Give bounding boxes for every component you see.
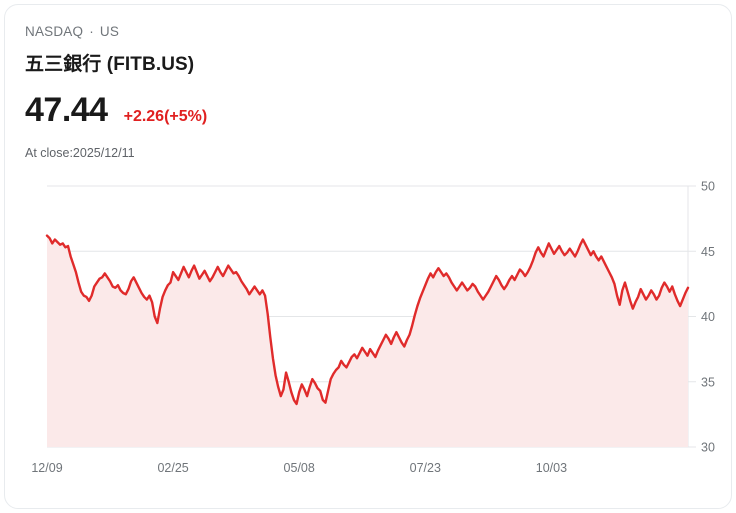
- price-chart-svg[interactable]: 30 35 40 45 50 12/09 02/25 05/08 07/23 10/03: [5, 170, 732, 480]
- y-axis-label: 40: [701, 310, 715, 324]
- x-axis-label: 02/25: [157, 461, 188, 475]
- y-axis-label: 45: [701, 245, 715, 259]
- market-status-note: At close:2025/12/11: [25, 146, 135, 160]
- x-axis-label: 07/23: [410, 461, 441, 475]
- price-chart[interactable]: 30 35 40 45 50 12/09 02/25 05/08 07/23 10/03: [5, 170, 732, 480]
- price-area-fill: [47, 235, 688, 447]
- y-axis-label: 50: [701, 180, 715, 194]
- y-axis-label: 30: [701, 441, 715, 455]
- price-row: 47.44 +2.26(+5%): [25, 91, 207, 130]
- y-axis-label: 35: [701, 375, 715, 389]
- x-axis-labels: 12/09 02/25 05/08 07/23 10/03: [31, 461, 567, 475]
- current-price: 47.44: [25, 91, 108, 129]
- price-change: +2.26(+5%): [123, 108, 208, 125]
- exchange-region-row: NASDAQ · US: [25, 24, 119, 39]
- page-title: 五三銀行 (FITB.US): [25, 54, 195, 75]
- x-axis-label: 12/09: [31, 461, 62, 475]
- exchange-name: NASDAQ: [25, 24, 84, 39]
- x-axis-label: 05/08: [284, 461, 315, 475]
- price-line: [45, 234, 690, 406]
- dot-separator-icon: ·: [89, 24, 94, 39]
- region-code: US: [99, 24, 120, 39]
- y-axis-labels: 30 35 40 45 50: [701, 180, 715, 455]
- x-axis-label: 10/03: [536, 461, 567, 475]
- stock-quote-card: NASDAQ · US 五三銀行 (FITB.US) 47.44 +2.26(+5%…: [4, 4, 732, 509]
